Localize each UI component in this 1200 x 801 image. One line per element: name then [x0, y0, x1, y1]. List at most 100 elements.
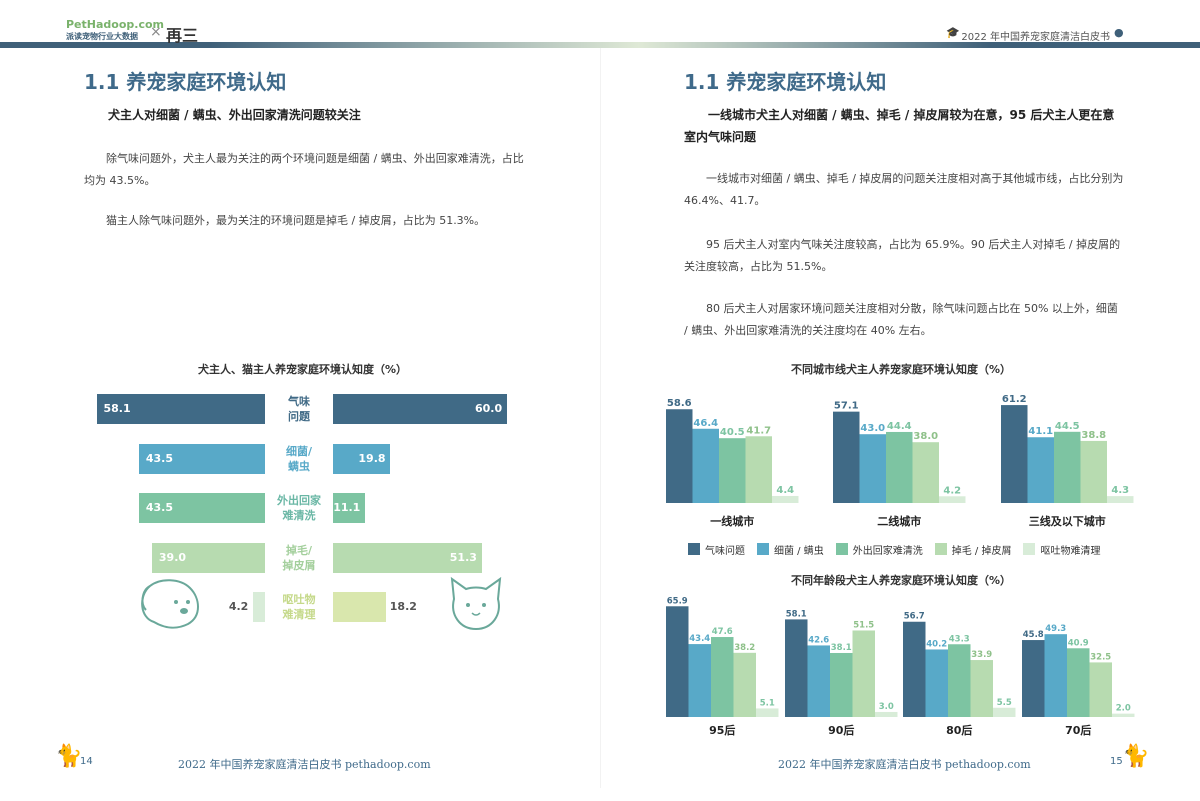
- data-label: 5.1: [760, 698, 775, 708]
- right-paragraph-1: 一线城市对细菌 / 螨虫、掉毛 / 掉皮屑的问题关注度相对高于其他城市线，占比分…: [684, 172, 1124, 207]
- data-bar: [711, 637, 734, 717]
- category-label-line: 气味: [288, 395, 310, 408]
- cat-bar: [333, 443, 391, 474]
- category-tick-label: 二线城市: [877, 514, 921, 528]
- data-label: 58.1: [786, 609, 807, 619]
- legend-label: 外出回家难清洗: [852, 545, 923, 557]
- data-label: 65.9: [667, 596, 688, 606]
- data-bar: [1027, 437, 1054, 503]
- data-label: 57.1: [834, 401, 859, 412]
- left-heading: 犬主人对细菌 / 螨虫、外出回家清洗问题较关注: [108, 108, 361, 122]
- data-label: 41.7: [746, 425, 771, 436]
- left-paragraph-2: 猫主人除气味问题外，最为关注的环境问题是掉毛 / 掉皮屑，占比为 51.3%。: [106, 214, 486, 227]
- dog-bar: [252, 592, 265, 622]
- legend-item-outdoor: 外出回家难清洗: [835, 542, 923, 557]
- legend-swatch: [934, 543, 947, 555]
- data-bar: [859, 434, 886, 503]
- cat-bar: [333, 493, 366, 523]
- cat-bar: [333, 592, 386, 622]
- data-label: 38.2: [734, 643, 755, 653]
- data-label: 4.2: [943, 485, 961, 496]
- data-label: 58.6: [667, 398, 692, 409]
- category-tick-label: 95后: [709, 723, 735, 737]
- data-label: 45.8: [1023, 630, 1044, 640]
- left-page-number: 14: [80, 756, 93, 767]
- pet-icon: ●: [1114, 26, 1124, 39]
- pethadoop-logo: PetHadoop.com 派读宠物行业大数据: [66, 19, 164, 42]
- graduation-cap-icon: 🎓: [946, 26, 960, 39]
- legend-label: 气味问题: [705, 545, 745, 557]
- data-label: 5.5: [997, 698, 1012, 708]
- logo-sub-text: 派读宠物行业大数据: [66, 32, 138, 41]
- cat-bar: [333, 542, 482, 573]
- cat-bar-value: 11.1: [333, 501, 361, 514]
- category-label-line: 难清理: [282, 608, 316, 621]
- data-label: 2.0: [1116, 704, 1131, 714]
- times-symbol: ×: [150, 24, 162, 40]
- data-bar: [785, 619, 808, 717]
- data-label: 44.4: [887, 421, 912, 432]
- data-bar: [1044, 634, 1067, 717]
- left-paragraph-1: 除气味问题外，犬主人最为关注的两个环境问题是细菌 / 螨虫、外出回家难清洗，占比…: [84, 152, 524, 187]
- data-bar: [688, 644, 711, 717]
- right-paragraph-2: 95 后犬主人对室内气味关注度较高，占比为 65.9%。90 后犬主人对掉毛 /…: [684, 238, 1121, 273]
- dog-bar-value: 58.1: [103, 402, 131, 415]
- legend-item-odor: 气味问题: [688, 542, 745, 557]
- legend-item-bacteria: 细菌 / 螨虫: [757, 542, 824, 557]
- right-heading: 一线城市犬主人对细菌 / 螨虫、掉毛 / 掉皮屑较为在意，95 后犬主人更在意室…: [684, 108, 1115, 144]
- header-bar-gradient: [210, 42, 990, 48]
- category-tick-label: 70后: [1065, 723, 1091, 737]
- data-bar: [666, 606, 689, 717]
- category-label-line: 问题: [288, 410, 310, 423]
- category-label-line: 掉毛/: [285, 543, 313, 557]
- cat-bar-value: 60.0: [475, 402, 503, 415]
- data-bar: [745, 436, 772, 503]
- data-label: 49.3: [1045, 624, 1066, 634]
- data-label: 40.5: [720, 427, 745, 438]
- data-bar: [807, 645, 830, 717]
- data-bar: [666, 409, 693, 503]
- legend-item-shedding: 掉毛 / 掉皮屑: [934, 542, 1011, 557]
- data-bar: [886, 431, 913, 503]
- legend-swatch: [1023, 543, 1036, 555]
- data-label: 61.2: [1002, 394, 1027, 405]
- data-bar: [1080, 440, 1107, 503]
- category-label: 外出回家 难清洗: [267, 493, 331, 523]
- age-chart-title: 不同年龄段犬主人养宠家庭环境认知度（%）: [790, 574, 1012, 587]
- cat-illustration-icon: [450, 576, 502, 631]
- data-label: 4.3: [1111, 485, 1129, 496]
- legend-swatch: [757, 543, 769, 555]
- data-label: 47.6: [712, 627, 733, 637]
- data-bar: [1089, 662, 1112, 717]
- data-bar: [875, 711, 898, 717]
- right-page-number: 15: [1110, 756, 1123, 767]
- cat-bar: [333, 394, 507, 424]
- dog-bar-value: 39.0: [158, 550, 187, 564]
- data-bar: [925, 649, 948, 717]
- data-bar: [772, 495, 799, 503]
- category-label-line: 细菌/: [285, 444, 313, 458]
- category-label: 呕吐物 难清理: [267, 592, 331, 622]
- left-section-title: 1.1 养宠家庭环境认知: [84, 70, 287, 94]
- city-chart-legend: 气味问题 细菌 / 螨虫 外出回家难清洗 掉毛 / 掉皮屑 呕吐物难清理: [688, 542, 1100, 557]
- category-label: 气味 问题: [267, 394, 331, 424]
- data-label: 43.3: [949, 634, 970, 644]
- category-label: 掉毛/掉皮屑: [267, 543, 331, 573]
- data-label: 40.9: [1068, 638, 1089, 648]
- category-tick-label: 80后: [946, 723, 972, 737]
- data-label: 33.9: [971, 650, 992, 660]
- data-label: 46.4: [693, 418, 718, 429]
- right-section-title: 1.1 养宠家庭环境认知: [684, 70, 887, 94]
- data-bar: [939, 496, 966, 503]
- data-bar: [833, 411, 860, 503]
- cat-bar-value: 51.3: [449, 550, 477, 564]
- data-bar: [756, 708, 779, 717]
- age-group-chart: 65.9 43.447.638.2 5.1 95后 58.1 42.638.1 51.5 3.…: [666, 596, 1135, 737]
- data-label: 43.4: [689, 634, 710, 644]
- dog-bar: [96, 394, 265, 424]
- category-tick-label: 三线及以下城市: [1029, 514, 1106, 528]
- right-footer: 2022 年中国养宠家庭清洁白皮书 pethadoop.com: [778, 758, 1031, 771]
- data-label: 4.4: [776, 485, 794, 496]
- dog-bar: [138, 443, 265, 474]
